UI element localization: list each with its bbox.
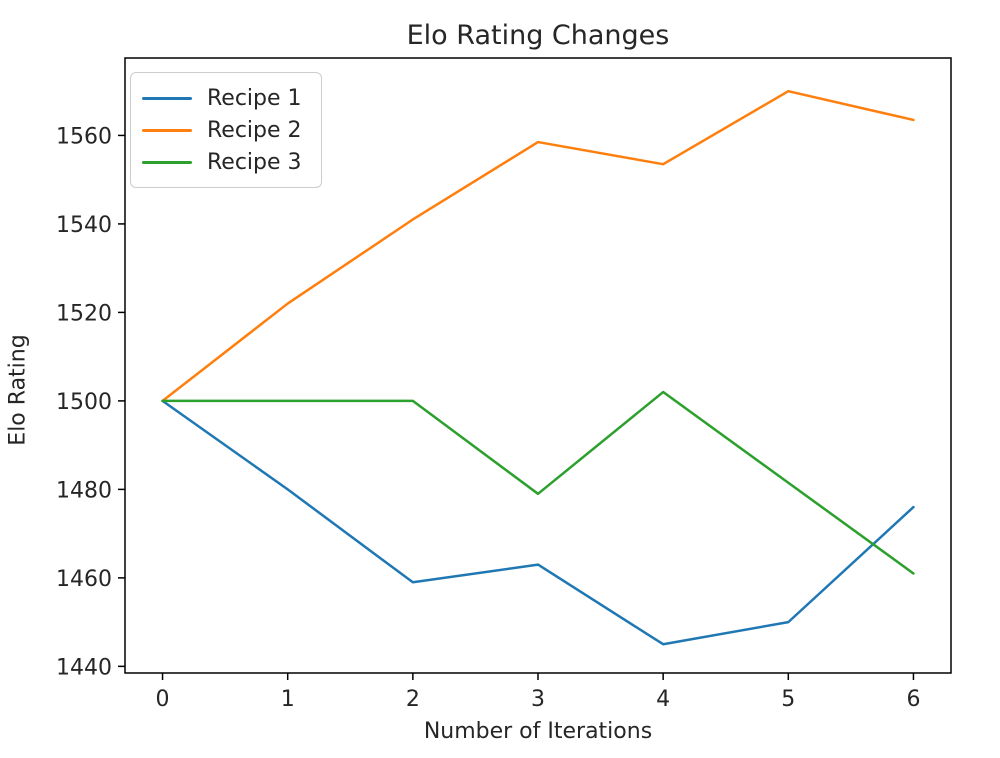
y-tick-label: 1480 (56, 478, 112, 503)
y-tick-label: 1520 (56, 301, 112, 326)
legend-label: Recipe 3 (207, 149, 302, 175)
legend: Recipe 1 Recipe 2 Recipe 3 (130, 72, 322, 188)
chart-title: Elo Rating Changes (406, 20, 670, 51)
legend-item-recipe-2: Recipe 2 (142, 115, 310, 145)
legend-label: Recipe 2 (207, 117, 302, 143)
x-tick-label: 6 (906, 687, 920, 712)
y-tick-label: 1560 (56, 124, 112, 149)
y-tick-label: 1540 (56, 213, 112, 238)
series-line-1 (161, 399, 915, 646)
series-line-2 (161, 89, 915, 403)
x-tick-label: 3 (531, 687, 545, 712)
legend-item-recipe-1: Recipe 1 (142, 83, 310, 113)
x-tick-label: 5 (781, 687, 795, 712)
y-tick-label: 1500 (56, 390, 112, 415)
legend-item-recipe-3: Recipe 3 (142, 147, 310, 177)
plot-border (124, 57, 952, 674)
series-line-3 (161, 390, 915, 575)
legend-line-sample-recipe-3 (142, 160, 192, 164)
x-tick-label: 4 (656, 687, 670, 712)
y-tick-label: 1460 (56, 567, 112, 592)
y-tick-label: 1440 (56, 655, 112, 680)
x-tick-label: 2 (406, 687, 420, 712)
x-tick-label: 1 (281, 687, 295, 712)
legend-label: Recipe 1 (207, 85, 302, 111)
legend-line-sample-recipe-2 (142, 128, 192, 132)
x-tick-label: 0 (156, 687, 170, 712)
y-axis-label: Elo Rating (5, 334, 31, 446)
legend-line-sample-recipe-1 (142, 96, 192, 100)
x-axis-label: Number of Iterations (423, 719, 653, 744)
